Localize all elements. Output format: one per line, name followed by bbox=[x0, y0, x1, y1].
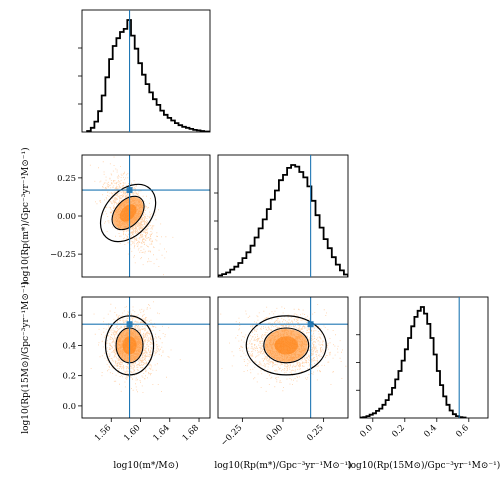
density-core-inner bbox=[274, 336, 298, 355]
x-tick-label: −0.25 bbox=[219, 423, 245, 449]
x-tick-label: 1.68 bbox=[181, 423, 201, 443]
hist-step-line bbox=[86, 19, 210, 132]
contour-inner bbox=[111, 195, 145, 231]
contour-outer bbox=[99, 183, 157, 243]
joint-panel-content bbox=[82, 297, 210, 418]
x-tick-label: 0.4 bbox=[422, 423, 439, 440]
x-tick-label: 0.6 bbox=[454, 423, 471, 440]
hist-panel-log10_mstar bbox=[78, 9, 211, 133]
x-tick-label: 0.25 bbox=[305, 423, 325, 443]
density-core-inner bbox=[119, 204, 137, 222]
x-axis-label: log10(m*/M⊙) bbox=[113, 460, 178, 471]
y-tick-label: 0.2 bbox=[62, 372, 76, 382]
x-tick-label: 0.0 bbox=[358, 423, 375, 440]
truth-marker bbox=[307, 321, 314, 328]
contour-inner bbox=[263, 327, 310, 364]
joint-panel-content bbox=[82, 155, 210, 277]
x-tick-label: 0.2 bbox=[390, 423, 407, 440]
x-axis-label: log10(Rp(15M⊙)/Gpc⁻³yr⁻¹M⊙⁻¹) bbox=[348, 460, 500, 471]
hist-step-line bbox=[360, 306, 467, 418]
x-tick-label: 1.56 bbox=[93, 423, 113, 443]
truth-marker bbox=[126, 321, 133, 328]
hist-panel-log10_Rp_15 bbox=[356, 296, 489, 419]
scatter-points bbox=[220, 304, 347, 392]
hist-panel-log10_Rp_mstar bbox=[214, 154, 349, 278]
joint-panel-log10_Rp_mstar-log10_Rp_15 bbox=[217, 296, 349, 419]
y-tick-label: 0.25 bbox=[57, 174, 76, 184]
y-axis-label: log10(Rp(15M⊙)/Gpc⁻³yr⁻¹M⊙⁻¹) bbox=[20, 281, 31, 434]
y-tick-label: −0.25 bbox=[50, 250, 76, 260]
y-tick-label: 0.4 bbox=[62, 341, 76, 351]
x-tick-label: 1.64 bbox=[151, 423, 171, 443]
y-tick-label: 0.0 bbox=[62, 402, 76, 412]
y-axis-label: log10(Rp(m*)/Gpc⁻³yr⁻¹M⊙⁻¹) bbox=[20, 147, 31, 284]
joint-panel-log10_mstar-log10_Rp_mstar bbox=[81, 154, 211, 278]
y-tick-label: 0.6 bbox=[62, 311, 76, 321]
joint-panel-content bbox=[218, 297, 348, 418]
panel-frame bbox=[217, 154, 349, 278]
x-tick-label: 1.60 bbox=[122, 423, 142, 443]
panel-frame bbox=[81, 296, 211, 419]
x-axis-label: log10(Rp(m*)/Gpc⁻³yr⁻¹M⊙⁻¹) bbox=[214, 460, 351, 471]
panel-frame bbox=[81, 9, 211, 133]
truth-marker bbox=[126, 187, 133, 194]
x-tick-label: 0.00 bbox=[265, 423, 285, 443]
panel-frame bbox=[359, 296, 489, 419]
contour-outer bbox=[245, 315, 327, 376]
hist-step-line bbox=[218, 164, 348, 277]
joint-panel-log10_mstar-log10_Rp_15 bbox=[81, 296, 211, 419]
y-tick-label: 0.00 bbox=[57, 212, 76, 222]
